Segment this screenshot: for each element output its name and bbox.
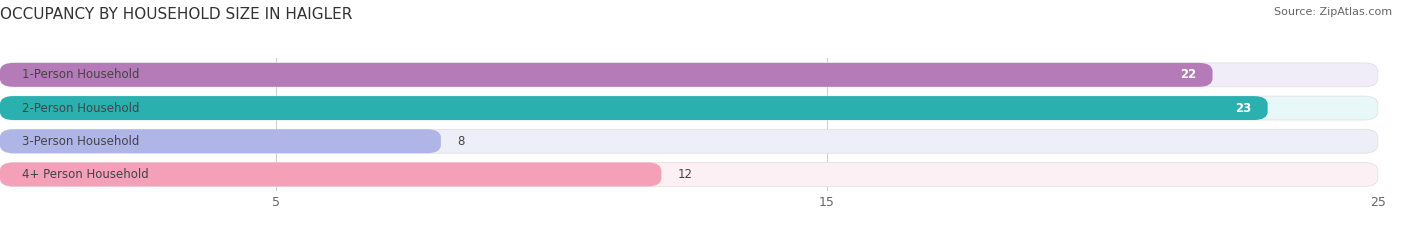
FancyBboxPatch shape — [0, 96, 1378, 120]
Text: OCCUPANCY BY HOUSEHOLD SIZE IN HAIGLER: OCCUPANCY BY HOUSEHOLD SIZE IN HAIGLER — [0, 7, 353, 22]
FancyBboxPatch shape — [0, 63, 1378, 87]
Text: 23: 23 — [1234, 102, 1251, 115]
FancyBboxPatch shape — [0, 96, 1268, 120]
Text: 22: 22 — [1180, 68, 1197, 81]
Text: 1-Person Household: 1-Person Household — [22, 68, 139, 81]
Text: 2-Person Household: 2-Person Household — [22, 102, 139, 115]
Text: 3-Person Household: 3-Person Household — [22, 135, 139, 148]
FancyBboxPatch shape — [0, 129, 441, 153]
FancyBboxPatch shape — [0, 162, 661, 186]
FancyBboxPatch shape — [0, 63, 1212, 87]
FancyBboxPatch shape — [0, 129, 1378, 153]
Text: 8: 8 — [457, 135, 465, 148]
Text: 4+ Person Household: 4+ Person Household — [22, 168, 149, 181]
Text: Source: ZipAtlas.com: Source: ZipAtlas.com — [1274, 7, 1392, 17]
FancyBboxPatch shape — [0, 162, 1378, 186]
Text: 12: 12 — [678, 168, 693, 181]
